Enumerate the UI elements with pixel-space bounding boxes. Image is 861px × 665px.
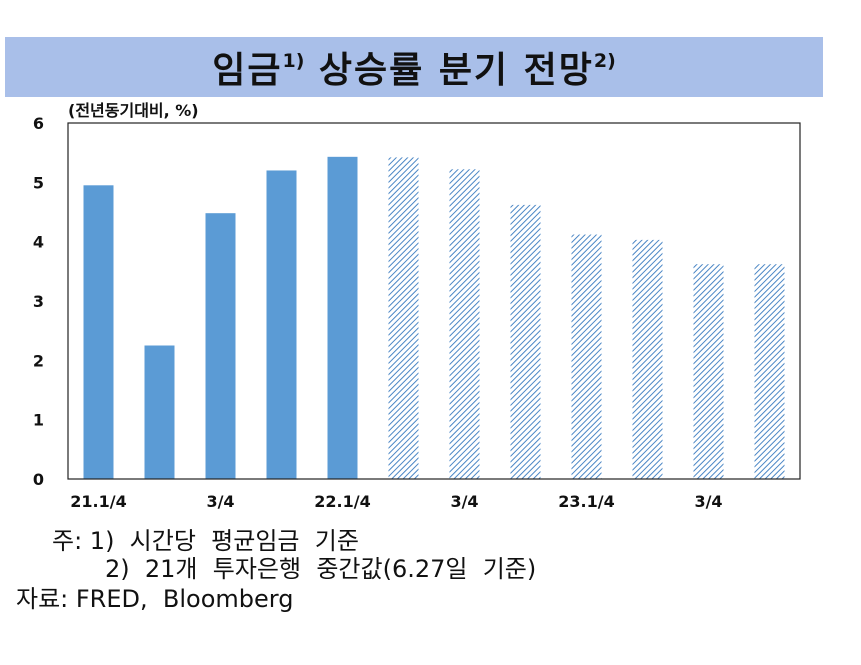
bar-actual (266, 170, 297, 479)
note-2: 2) 21개 투자은행 중간값(6.27일 기준) (105, 555, 537, 583)
y-tick-label: 1 (33, 411, 44, 430)
bar-actual (83, 185, 114, 480)
y-tick-label: 2 (33, 351, 44, 370)
chart-title: 임금1) 상승률 분기 전망2) (212, 50, 616, 91)
bar-forecast (632, 239, 663, 479)
source-note: 자료: FRED, Bloomberg (16, 585, 294, 613)
bar-actual (327, 156, 358, 479)
bar-forecast (510, 204, 541, 479)
y-tick-label: 6 (33, 114, 44, 133)
bar-actual (144, 345, 175, 479)
x-tick-label: 3/4 (450, 492, 478, 511)
bar-chart: (전년동기대비, %) 0 1 2 3 4 5 6 21.1/4 3/4 22.1/4 3/4 23… (33, 101, 801, 511)
y-tick-label: 5 (33, 173, 44, 192)
bar-forecast (754, 264, 785, 479)
x-tick-label: 3/4 (694, 492, 722, 511)
y-tick-label: 0 (33, 470, 44, 489)
title-bar: 임금1) 상승률 분기 전망2) (5, 37, 823, 97)
y-tick-label: 3 (33, 292, 44, 311)
x-tick-label: 23.1/4 (558, 492, 614, 511)
x-tick-label: 3/4 (206, 492, 234, 511)
x-tick-label: 21.1/4 (70, 492, 126, 511)
bar-forecast (388, 157, 419, 479)
unit-label: (전년동기대비, %) (68, 101, 199, 120)
bar-forecast (449, 169, 480, 479)
x-tick-label: 22.1/4 (314, 492, 370, 511)
note-1: 주: 1) 시간당 평균임금 기준 (52, 527, 359, 555)
bar-forecast (693, 264, 724, 479)
plot-frame (67, 122, 801, 480)
y-tick-label: 4 (33, 233, 44, 252)
bar-forecast (571, 234, 602, 479)
bar-actual (205, 213, 236, 479)
